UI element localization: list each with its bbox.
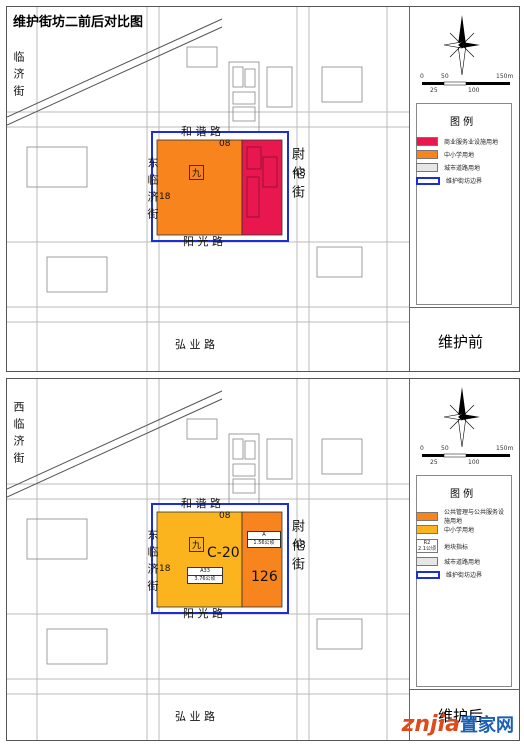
street-xi-linji: 西临济街 xyxy=(12,401,25,469)
before-legend-item-commercial: 商业服务业设施用地 xyxy=(416,137,498,146)
scale-subtick-100: 100 xyxy=(468,87,480,94)
scale-tick-50: 50 xyxy=(441,73,449,80)
scale-tick-50-after: 50 xyxy=(441,445,449,452)
after-legend-item-boundary: 维护街坊边界 xyxy=(416,570,482,579)
before-parcel-label: 九 xyxy=(189,165,205,180)
street-hongye: 弘 业 路 xyxy=(175,338,215,351)
number-08-after: 08 xyxy=(219,511,231,521)
scale-subtick-25-after: 25 xyxy=(430,459,438,466)
after-legend-item-indicator: R2 2.1公顷 地块指标 xyxy=(416,539,468,553)
after-legend-heading: 图 例 xyxy=(450,489,474,500)
block-code: C-20 xyxy=(207,545,240,561)
page-title: 维护街坊二前后对比图 xyxy=(13,15,144,30)
after-parcel-label: 九 xyxy=(189,537,205,552)
street-dong-linji: 东临济街 xyxy=(146,157,159,225)
after-map-drawing xyxy=(7,379,409,740)
street-hexie-after: 和 谐 路 xyxy=(181,497,221,510)
number-18-after: 18 xyxy=(159,564,171,574)
street-weituo: 尉佗街 xyxy=(289,147,304,204)
street-hexie: 和 谐 路 xyxy=(181,125,221,138)
school-tag-value: 3.76公顷 xyxy=(194,576,216,582)
before-legend: 0 50 150m 25 100 图 例 商业服务业设施用地 中小学用地 城市道… xyxy=(410,7,519,371)
after-legend-item-public: 公共管理与公共服务设施用地 xyxy=(416,507,506,525)
after-public-parcel xyxy=(241,511,283,608)
before-state-label: 维护前 xyxy=(438,333,484,351)
before-legend-item-school: 中小学用地 xyxy=(416,150,474,159)
number-48-after: 48 xyxy=(293,540,306,551)
scale-tick-150: 150m xyxy=(496,73,514,80)
watermark-brand: znjia xyxy=(401,712,460,737)
street-lin-ji-partial: 临济街 xyxy=(12,51,25,102)
street-dong-linji-after: 东临济街 xyxy=(146,529,159,597)
indicator-sample-code: R2 xyxy=(423,540,431,546)
after-panel: 西临济街 和 谐 路 阳 光 路 弘 业 路 东临济街 尉佗街 48 18 08… xyxy=(6,378,520,741)
before-legend-heading: 图 例 xyxy=(450,117,474,128)
after-legend: 0 50 150m 25 100 图 例 公共管理与公共服务设施用地 中小学用地… xyxy=(410,379,519,740)
after-legend-box xyxy=(416,475,512,687)
public-tag-code: A xyxy=(248,532,280,540)
public-tag-value: 1.56公顷 xyxy=(253,540,275,546)
scale-bar xyxy=(422,81,510,86)
street-yangguang: 阳 光 路 xyxy=(183,235,223,248)
scale-subtick-100-after: 100 xyxy=(468,459,480,466)
before-legend-item-road: 城市道路用地 xyxy=(416,163,480,172)
after-legend-item-road: 城市道路用地 xyxy=(416,557,480,566)
block-number: 126 xyxy=(251,569,278,585)
before-commercial-parcel xyxy=(241,139,283,236)
street-yangguang-after: 阳 光 路 xyxy=(183,607,223,620)
watermark-suffix: 置家网 xyxy=(460,715,514,736)
after-boundary xyxy=(151,503,289,614)
street-hongye-after: 弘 业 路 xyxy=(175,710,215,723)
north-arrow-icon xyxy=(422,15,510,86)
before-legend-item-boundary: 维护街坊边界 xyxy=(416,176,482,185)
before-legend-box xyxy=(416,103,512,305)
after-map[interactable]: 西临济街 和 谐 路 阳 光 路 弘 业 路 东临济街 尉佗街 48 18 08… xyxy=(7,379,410,740)
scale-tick-150-after: 150m xyxy=(496,445,514,452)
watermark-logo: znjia置家网 xyxy=(402,711,514,737)
scale-subtick-25: 25 xyxy=(430,87,438,94)
street-weituo-after: 尉佗街 xyxy=(289,519,304,576)
before-map[interactable]: 维护街坊二前后对比图 临济街 和 谐 路 阳 光 路 弘 业 路 东临济街 尉佗… xyxy=(7,7,410,371)
before-boundary xyxy=(151,131,289,242)
after-legend-item-school: 中小学用地 xyxy=(416,525,474,534)
before-school-parcel xyxy=(156,139,243,236)
number-18: 18 xyxy=(159,192,171,202)
school-tag: A33 3.76公顷 xyxy=(187,567,223,584)
public-tag: A 1.56公顷 xyxy=(247,531,281,548)
after-state-label: 维护后 xyxy=(438,707,484,725)
scale-bar-after xyxy=(422,453,510,458)
indicator-sample-value: 2.1公顷 xyxy=(418,546,436,552)
north-arrow-icon-after xyxy=(422,387,510,458)
scale-tick-0-after: 0 xyxy=(420,445,424,452)
number-08: 08 xyxy=(219,139,231,149)
number-48: 48 xyxy=(293,168,306,179)
scale-tick-0: 0 xyxy=(420,73,424,80)
before-panel: 维护街坊二前后对比图 临济街 和 谐 路 阳 光 路 弘 业 路 东临济街 尉佗… xyxy=(6,6,520,372)
before-map-drawing xyxy=(7,7,409,371)
school-tag-code: A33 xyxy=(188,568,222,576)
